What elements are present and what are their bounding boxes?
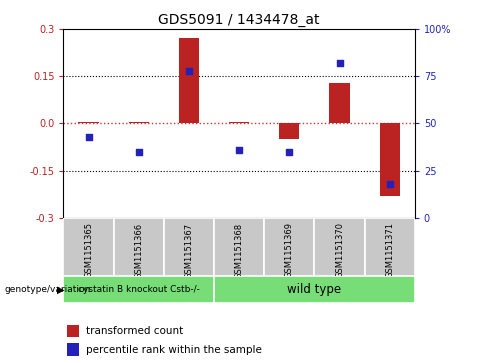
- Text: ▶: ▶: [57, 285, 65, 295]
- Bar: [329, 82, 349, 123]
- Bar: [214, 218, 264, 276]
- Bar: [63, 276, 214, 303]
- Text: GSM1151366: GSM1151366: [134, 223, 143, 278]
- Bar: [214, 276, 415, 303]
- Text: wild type: wild type: [287, 283, 342, 296]
- Text: GSM1151365: GSM1151365: [84, 223, 93, 278]
- Text: GSM1151368: GSM1151368: [235, 223, 244, 278]
- Bar: [79, 122, 99, 123]
- Bar: [67, 343, 79, 356]
- Text: percentile rank within the sample: percentile rank within the sample: [86, 345, 262, 355]
- Title: GDS5091 / 1434478_at: GDS5091 / 1434478_at: [159, 13, 320, 26]
- Bar: [67, 325, 79, 338]
- Text: GSM1151369: GSM1151369: [285, 223, 294, 278]
- Bar: [164, 218, 214, 276]
- Bar: [365, 218, 415, 276]
- Text: GSM1151367: GSM1151367: [184, 223, 193, 278]
- Bar: [229, 122, 249, 123]
- Text: cystatin B knockout Cstb-/-: cystatin B knockout Cstb-/-: [78, 285, 200, 294]
- Bar: [264, 218, 314, 276]
- Point: [386, 181, 394, 187]
- Bar: [380, 123, 400, 196]
- Text: GSM1151370: GSM1151370: [335, 223, 344, 278]
- Bar: [114, 218, 164, 276]
- Bar: [314, 218, 365, 276]
- Text: GSM1151371: GSM1151371: [385, 223, 394, 278]
- Point: [185, 68, 193, 73]
- Point: [235, 147, 243, 153]
- Text: transformed count: transformed count: [86, 326, 183, 336]
- Point: [336, 60, 344, 66]
- Point: [135, 149, 142, 155]
- Bar: [279, 123, 299, 139]
- Point: [285, 149, 293, 155]
- Bar: [179, 38, 199, 123]
- Bar: [63, 218, 114, 276]
- Point: [84, 134, 92, 139]
- Text: genotype/variation: genotype/variation: [5, 285, 91, 294]
- Bar: [129, 122, 149, 123]
